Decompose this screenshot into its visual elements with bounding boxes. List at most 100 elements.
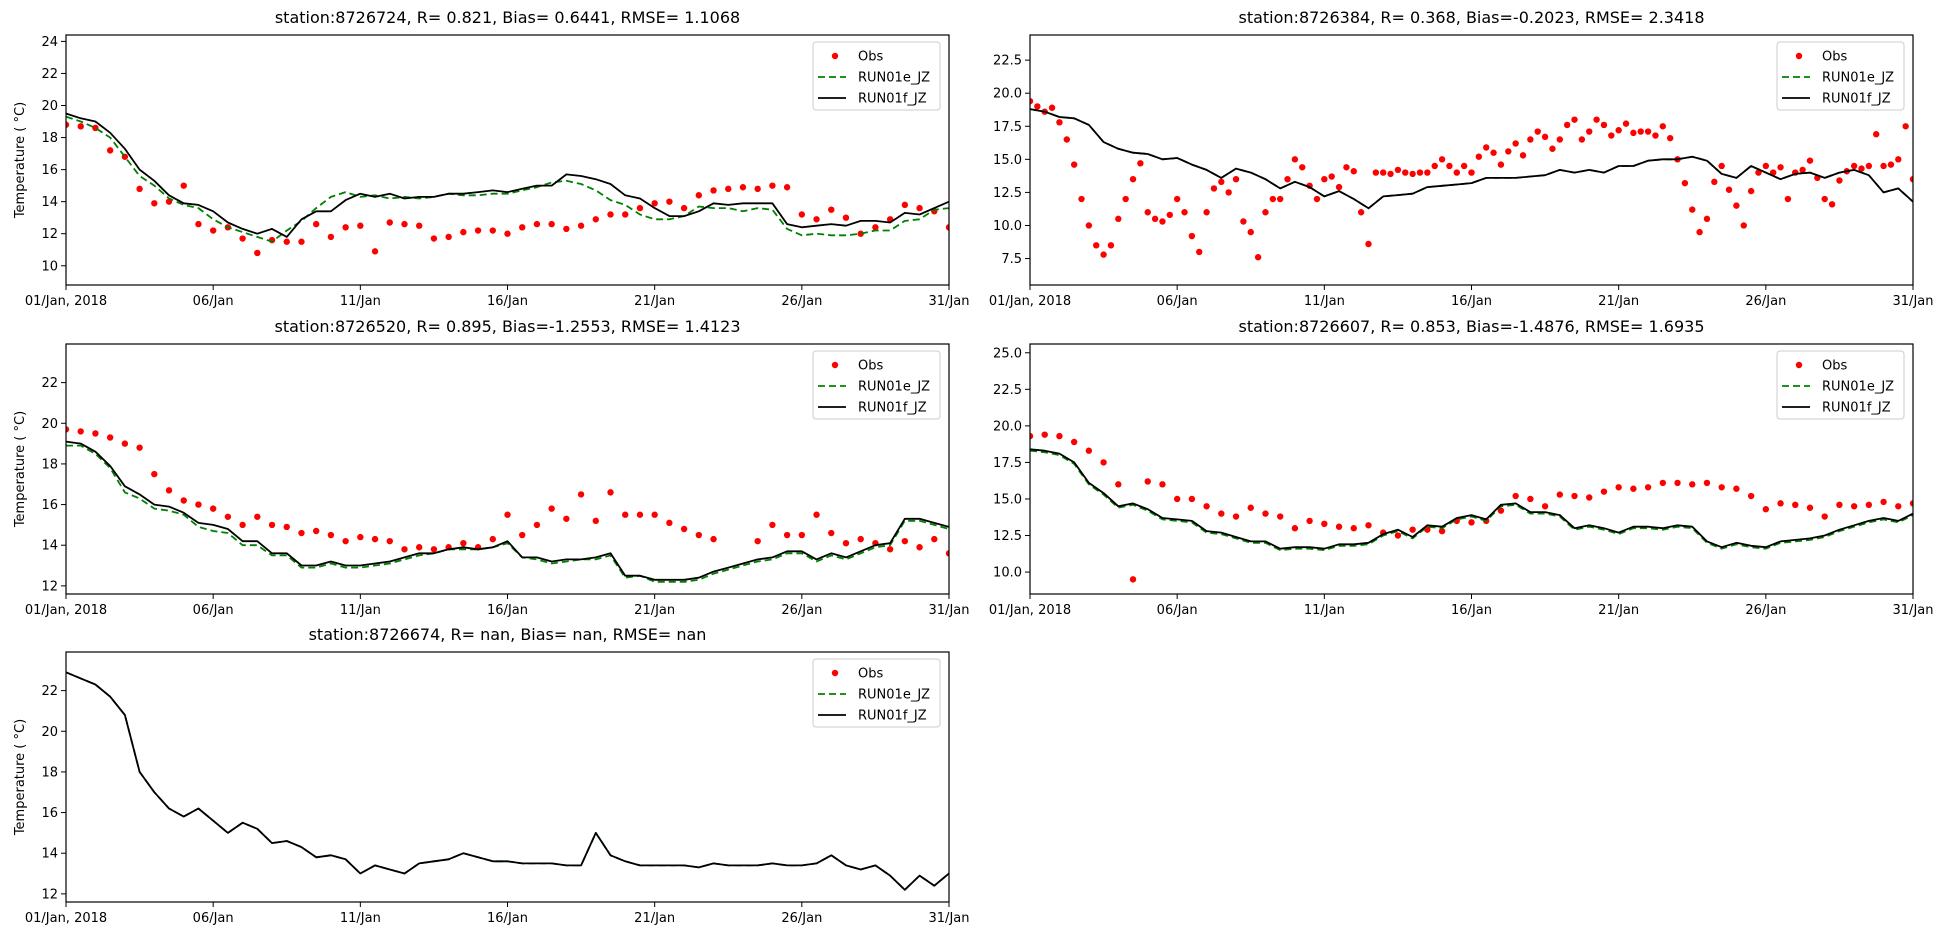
- obs-point: [1276, 513, 1284, 520]
- obs-point: [489, 535, 496, 543]
- obs-point: [342, 224, 349, 231]
- obs-point: [1490, 149, 1497, 156]
- y-tick-label: 10.0: [993, 566, 1022, 581]
- obs-point: [961, 258, 967, 264]
- obs-point: [548, 220, 555, 228]
- obs-point: [563, 515, 570, 522]
- obs-point: [916, 204, 923, 212]
- panel-2: station:8726384, R= 0.368, Bias=-0.2023,…: [989, 8, 1950, 309]
- series-run01f-line: [66, 440, 949, 581]
- obs-point: [312, 220, 320, 228]
- obs-point: [1093, 518, 1099, 524]
- series-run01f-line: [1030, 448, 1913, 550]
- obs-point: [1806, 504, 1814, 511]
- obs-point: [136, 185, 143, 193]
- plot-area: [66, 671, 949, 891]
- obs-point: [1865, 501, 1873, 509]
- legend: Obs RUN01e_JZ RUN01f_JZ: [1776, 41, 1905, 111]
- obs-point: [1468, 519, 1475, 526]
- x-tick-label: 21/Jan: [1598, 294, 1639, 309]
- legend-entry-label: Obs: [858, 667, 883, 682]
- obs-point: [1070, 438, 1078, 446]
- obs-point: [1468, 169, 1475, 176]
- obs-point: [1836, 177, 1843, 184]
- obs-point: [1939, 525, 1945, 531]
- obs-point: [1284, 175, 1291, 183]
- obs-point: [1211, 192, 1217, 198]
- legend-entry-label: RUN01e_JZ: [1822, 380, 1894, 395]
- obs-point: [357, 222, 364, 229]
- y-tick-label: 12: [41, 227, 58, 242]
- obs-point: [1520, 170, 1526, 176]
- obs-point: [592, 216, 599, 223]
- legend-entry-label: RUN01f_JZ: [858, 92, 927, 107]
- obs-point: [1255, 187, 1261, 193]
- obs-point: [489, 227, 496, 234]
- y-tick-label: 20: [41, 99, 58, 114]
- obs-point: [1600, 488, 1608, 495]
- obs-point: [151, 470, 158, 478]
- legend-box: [812, 350, 941, 420]
- obs-point: [813, 511, 820, 518]
- obs-point: [1225, 197, 1231, 203]
- obs-point: [1313, 195, 1321, 203]
- obs-point: [1240, 218, 1247, 225]
- obs-point: [592, 517, 599, 525]
- x-tick-label: 31/Jan: [929, 603, 970, 618]
- obs-point: [1284, 192, 1290, 198]
- obs-point: [1056, 432, 1063, 440]
- legend: Obs RUN01e_JZ RUN01f_JZ: [812, 350, 941, 420]
- x-tick-label: 01/Jan, 2018: [25, 603, 107, 618]
- obs-point: [783, 531, 791, 539]
- obs-point: [1314, 202, 1320, 208]
- y-tick-label: 22: [41, 376, 58, 391]
- y-tick-label: 12.5: [993, 529, 1022, 544]
- obs-point: [1030, 432, 1034, 440]
- obs-point: [1254, 254, 1262, 261]
- obs-point: [504, 230, 511, 237]
- obs-point: [1402, 169, 1409, 176]
- obs-point: [1512, 492, 1519, 500]
- legend-box: [1776, 350, 1905, 420]
- obs-point: [1276, 195, 1284, 203]
- obs-point: [622, 211, 629, 218]
- obs-point: [1586, 128, 1593, 135]
- obs-point: [1880, 498, 1887, 506]
- y-tick-label: 16: [41, 163, 58, 178]
- obs-point: [357, 533, 364, 541]
- obs-point: [1549, 145, 1556, 152]
- obs-point: [1615, 127, 1622, 134]
- obs-point: [1284, 505, 1290, 511]
- y-tick-label: 15.0: [993, 492, 1022, 507]
- obs-point: [975, 530, 981, 536]
- x-tick-label: 06/Jan: [193, 603, 234, 618]
- legend-entry-label: RUN01f_JZ: [1822, 92, 1891, 107]
- obs-point: [1895, 156, 1902, 163]
- panel-title: station:8726384, R= 0.368, Bias=-0.2023,…: [1238, 8, 1704, 27]
- x-tick-label: 16/Jan: [1451, 603, 1492, 618]
- obs-point: [1387, 200, 1393, 206]
- obs-point: [1947, 183, 1950, 189]
- y-tick-label: 25.0: [993, 346, 1022, 361]
- obs-point: [1049, 239, 1055, 245]
- obs-point: [1173, 195, 1181, 203]
- obs-point: [1446, 162, 1453, 170]
- series-run01e-line: [66, 444, 949, 583]
- y-tick-label: 22: [41, 684, 58, 699]
- y-tick-label: 22.5: [993, 383, 1022, 398]
- obs-point: [371, 535, 379, 543]
- obs-point: [1085, 447, 1093, 454]
- obs-point: [165, 487, 173, 494]
- obs-point: [695, 192, 703, 199]
- obs-point: [1769, 169, 1777, 176]
- obs-point: [1681, 179, 1689, 187]
- obs-point: [769, 521, 776, 529]
- obs-point: [961, 546, 967, 552]
- obs-point: [1828, 201, 1836, 208]
- obs-point: [1314, 497, 1320, 503]
- legend-obs-marker: [831, 361, 839, 369]
- obs-point: [1137, 218, 1143, 224]
- obs-point: [519, 224, 526, 231]
- obs-point: [1460, 162, 1468, 170]
